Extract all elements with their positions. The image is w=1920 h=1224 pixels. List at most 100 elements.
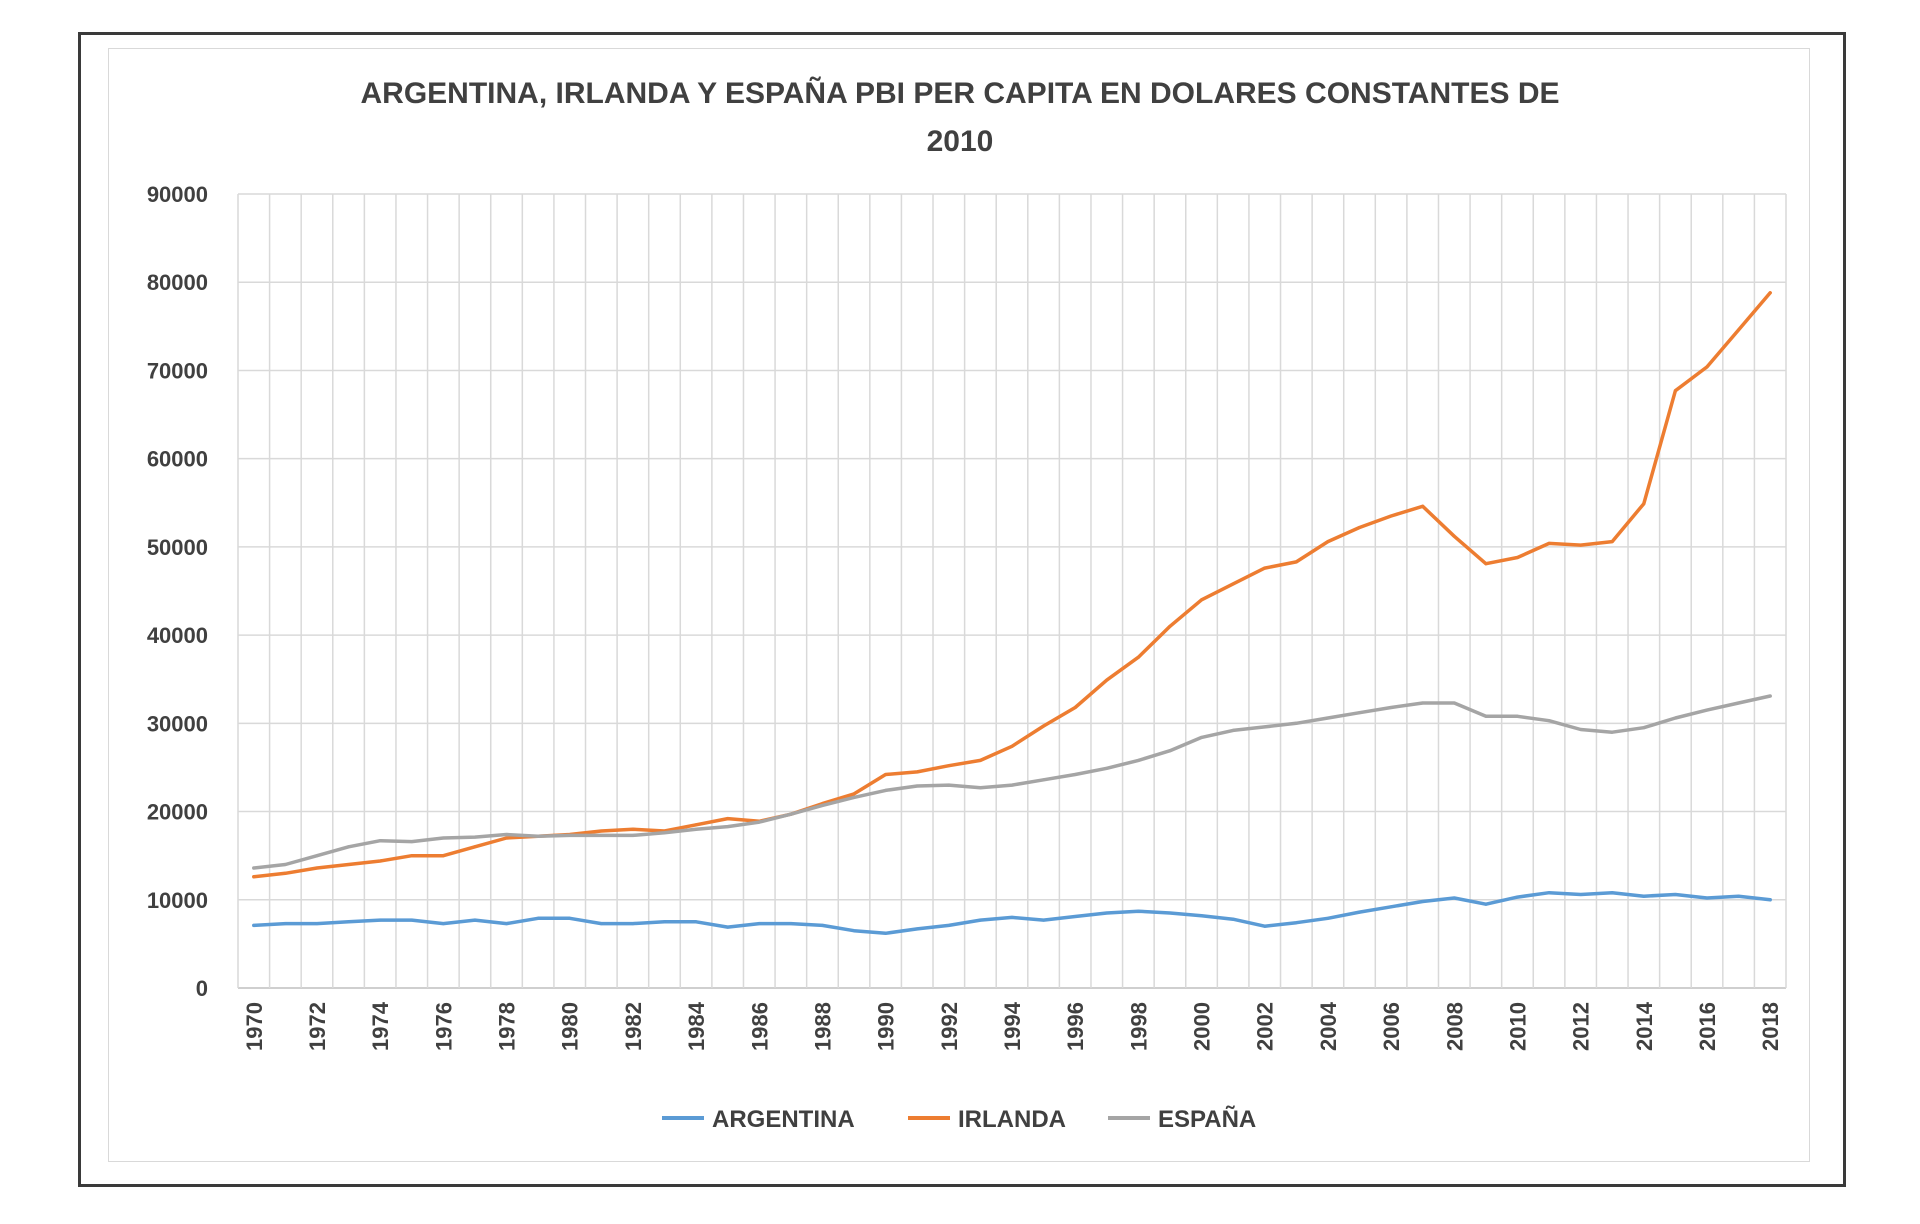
series-line-argentina [252,890,1772,936]
data-point-argentina [757,922,761,926]
data-point-irlanda [1421,504,1425,508]
y-tick-label: 30000 [147,711,208,736]
series-line-irlanda [252,291,1772,879]
x-tick-label: 1970 [242,1002,267,1051]
data-point-argentina [1705,896,1709,900]
series-line-espa-a [252,694,1772,870]
x-tick-label: 1992 [937,1002,962,1051]
data-point-irlanda [1200,598,1204,602]
data-point-espa-a [505,833,508,836]
data-point-argentina [1294,921,1298,925]
data-point-irlanda [1073,706,1077,709]
data-point-espa-a [536,834,540,838]
data-point-irlanda [1389,514,1393,518]
y-tick-label: 10000 [147,888,208,913]
data-point-irlanda [505,836,508,840]
data-point-argentina [1452,896,1456,900]
x-tick-label: 2018 [1758,1002,1783,1051]
data-point-argentina [441,922,445,926]
data-point-espa-a [599,833,603,837]
data-point-irlanda [978,758,982,762]
y-tick-label: 0 [196,976,208,1001]
y-tick-label: 80000 [147,270,208,295]
data-point-argentina [1136,909,1140,913]
data-point-espa-a [631,833,635,837]
x-tick-label: 2016 [1695,1002,1720,1051]
data-point-espa-a [1579,728,1583,731]
data-point-irlanda [1516,556,1519,559]
data-point-argentina [884,931,888,935]
data-point-espa-a [378,839,382,843]
data-point-irlanda [1610,540,1614,544]
data-point-argentina [378,918,382,922]
data-point-argentina [852,929,856,933]
data-point-espa-a [1768,694,1772,698]
data-point-espa-a [1136,758,1140,762]
data-point-irlanda [852,792,856,796]
data-point-espa-a [1673,716,1677,720]
legend: ARGENTINA IRLANDA ESPAÑA [662,1105,1256,1133]
data-point-argentina [1579,893,1583,896]
data-point-espa-a [1073,773,1077,776]
data-point-argentina [694,920,698,924]
data-point-irlanda [1737,328,1741,332]
data-point-argentina [1073,915,1077,918]
data-point-argentina [1516,895,1519,899]
data-point-espa-a [1642,726,1646,730]
data-point-argentina [1358,910,1361,914]
data-point-argentina [1389,905,1393,909]
y-tick-label: 40000 [147,623,208,648]
data-point-irlanda [283,871,287,875]
data-point-irlanda [726,817,730,821]
data-point-irlanda [1010,744,1014,748]
data-point-argentina [789,922,793,926]
data-point-espa-a [1294,721,1298,725]
legend-label-argentina: ARGENTINA [712,1106,855,1133]
y-tick-label: 70000 [147,358,208,383]
data-point-espa-a [1042,778,1046,782]
data-point-irlanda [1136,655,1140,659]
grid-lines [237,193,1787,989]
x-tick-label: 2012 [1569,1002,1594,1051]
data-point-espa-a [1231,728,1235,732]
data-point-argentina [1484,902,1488,906]
data-point-argentina [315,922,319,926]
data-point-argentina [505,922,508,926]
data-point-irlanda [410,854,414,858]
data-point-espa-a [568,833,572,837]
legend-label-espa-a: ESPAÑA [1158,1105,1256,1133]
y-tick-label: 20000 [147,800,208,825]
x-tick-label: 2004 [1316,1001,1341,1051]
x-tick-label: 2002 [1253,1002,1278,1051]
x-tick-label: 1974 [368,1001,393,1051]
data-point-irlanda [1673,389,1677,393]
data-point-espa-a [1326,716,1330,720]
data-point-irlanda [347,863,351,866]
x-tick-label: 1976 [431,1002,456,1051]
data-point-argentina [410,918,414,922]
data-point-espa-a [252,866,256,870]
chart-frame [78,32,1846,1187]
data-point-espa-a [315,854,319,858]
data-point-espa-a [1547,719,1551,723]
data-point-argentina [1642,894,1646,898]
data-point-espa-a [663,831,666,835]
data-point-irlanda [1768,291,1772,295]
chart-title: ARGENTINA, IRLANDA Y ESPAÑA PBI PER CAPI… [200,70,1720,166]
data-point-irlanda [1042,724,1046,728]
x-tick-label: 1972 [305,1002,330,1051]
data-point-argentina [1326,916,1330,920]
series-lines [252,291,1772,936]
data-point-espa-a [726,825,730,829]
data-point-irlanda [441,854,445,858]
data-point-espa-a [473,835,477,839]
data-point-argentina [599,922,603,926]
data-point-argentina [1263,924,1267,928]
data-point-argentina [1421,900,1425,903]
data-point-irlanda [1705,365,1709,369]
data-point-argentina [568,916,572,920]
data-point-espa-a [1421,701,1425,705]
x-tick-label: 1998 [1126,1002,1151,1051]
y-tick-label: 90000 [147,182,208,207]
